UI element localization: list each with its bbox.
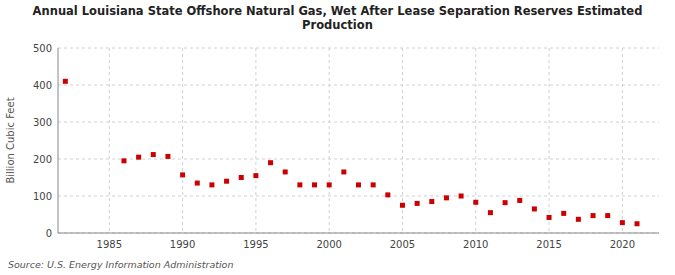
point xyxy=(327,182,332,187)
y-tick-label: 300 xyxy=(33,117,52,128)
grid-line-y xyxy=(58,85,659,86)
grid-line-x xyxy=(475,48,476,233)
point xyxy=(195,181,200,186)
point xyxy=(473,200,478,205)
point xyxy=(224,179,229,184)
point xyxy=(268,160,273,165)
grid-line-y xyxy=(58,159,659,160)
point xyxy=(136,155,141,160)
point xyxy=(180,172,185,177)
point xyxy=(429,199,434,204)
point xyxy=(517,198,522,203)
point xyxy=(63,79,68,84)
point xyxy=(371,182,376,187)
grid-line-x xyxy=(549,48,550,233)
points xyxy=(63,79,640,226)
point xyxy=(356,182,361,187)
y-tick-label: 500 xyxy=(33,43,52,54)
point xyxy=(400,203,405,208)
x-tick-label: 2000 xyxy=(316,239,341,250)
point xyxy=(151,152,156,157)
grid-line-x xyxy=(329,48,330,233)
x-tick-label: 2005 xyxy=(390,239,415,250)
grid-line-x xyxy=(109,48,110,233)
x-tick-label: 2020 xyxy=(610,239,635,250)
point xyxy=(605,213,610,218)
y-tick-label: 400 xyxy=(33,80,52,91)
x-tick-label: 2010 xyxy=(463,239,488,250)
point xyxy=(283,169,288,174)
point xyxy=(444,195,449,200)
point xyxy=(591,213,596,218)
point xyxy=(561,211,566,216)
y-axis-line xyxy=(58,48,59,233)
point xyxy=(165,154,170,159)
plot-area xyxy=(58,48,659,233)
point xyxy=(385,192,390,197)
point xyxy=(503,200,508,205)
x-tick-label: 1995 xyxy=(243,239,268,250)
title-line: Production xyxy=(302,18,373,32)
point xyxy=(209,182,214,187)
point xyxy=(253,173,258,178)
point xyxy=(121,158,126,163)
y-tick-label: 0 xyxy=(46,228,52,239)
x-tick-label: 2015 xyxy=(536,239,561,250)
grid-line-y xyxy=(58,48,659,49)
point xyxy=(415,201,420,206)
y-axis-label: Billion Cubic Feet xyxy=(5,97,16,183)
x-tick-label: 1985 xyxy=(97,239,122,250)
grid-line-x xyxy=(622,48,623,233)
point xyxy=(312,182,317,187)
point xyxy=(341,169,346,174)
point xyxy=(488,210,493,215)
chart: Annual Louisiana State Offshore Natural … xyxy=(0,0,675,275)
grid xyxy=(58,48,659,233)
grid-line-y xyxy=(58,233,659,234)
point xyxy=(459,194,464,199)
source: Source: U.S. Energy Information Administ… xyxy=(8,259,233,270)
point xyxy=(297,182,302,187)
grid-line-y xyxy=(58,122,659,123)
y-tick-label: 100 xyxy=(33,191,52,202)
title: Annual Louisiana State Offshore Natural … xyxy=(33,4,643,32)
point xyxy=(547,215,552,220)
point xyxy=(635,221,640,226)
point xyxy=(576,217,581,222)
grid-line-x xyxy=(182,48,183,233)
grid-line-x xyxy=(255,48,256,233)
point xyxy=(532,206,537,211)
x-axis-line xyxy=(58,233,659,234)
title-line: Annual Louisiana State Offshore Natural … xyxy=(33,4,643,18)
x-tick-label: 1990 xyxy=(170,239,195,250)
point xyxy=(239,175,244,180)
y-tick-label: 200 xyxy=(33,154,52,165)
grid-line-y xyxy=(58,196,659,197)
point xyxy=(620,220,625,225)
